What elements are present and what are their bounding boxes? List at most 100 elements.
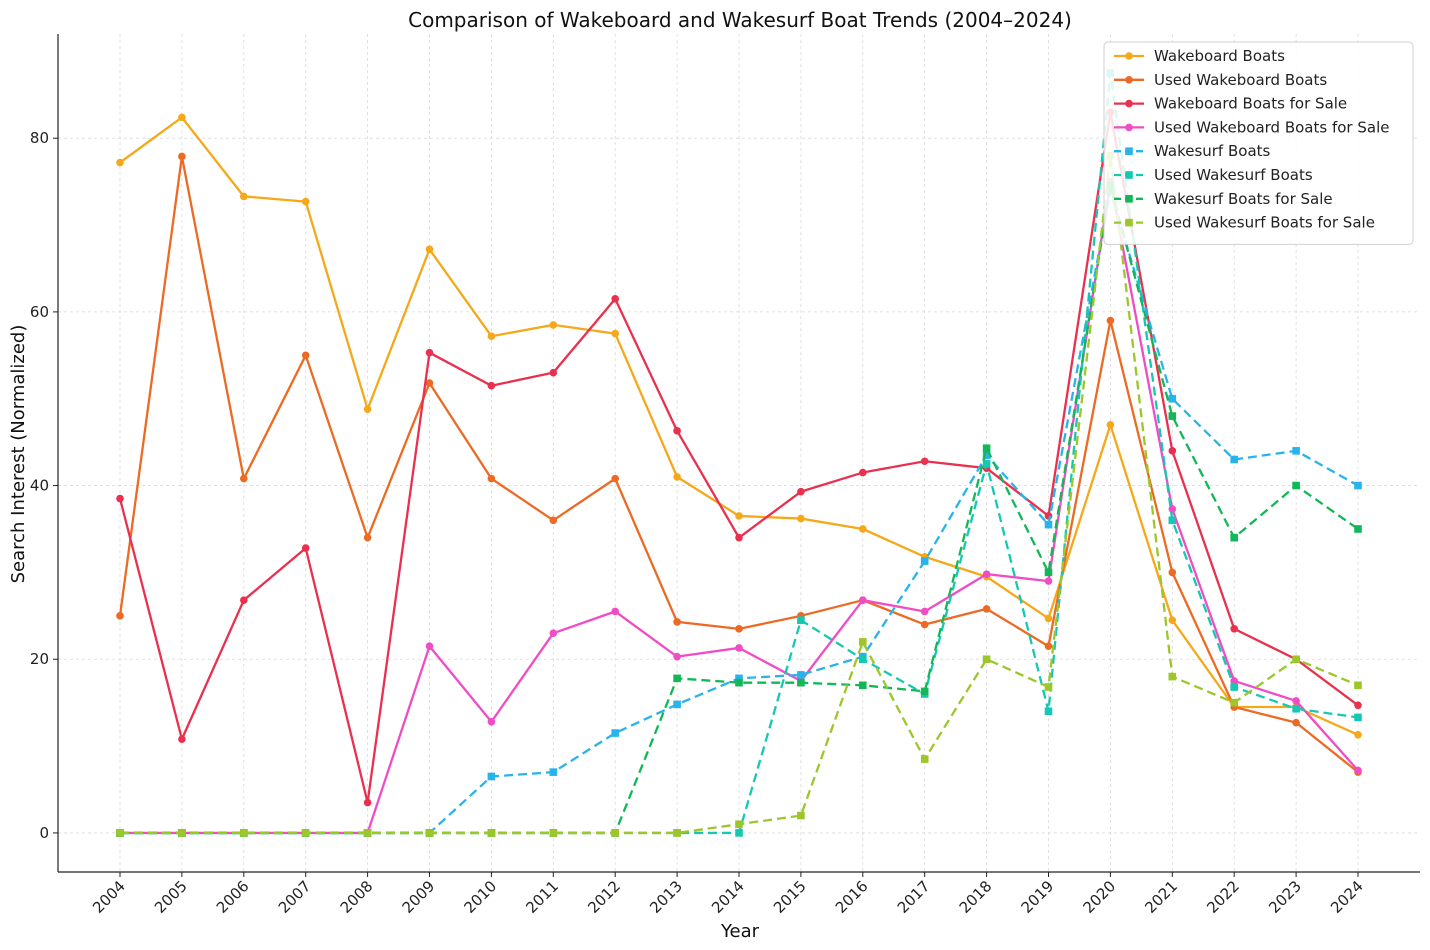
x-axis-title: Year bbox=[720, 921, 760, 942]
data-point bbox=[673, 829, 681, 837]
legend-label: Used Wakeboard Boats for Sale bbox=[1154, 118, 1389, 136]
legend-entry: Used Wakeboard Boats bbox=[1114, 71, 1327, 89]
data-point bbox=[1106, 316, 1115, 325]
data-point bbox=[1354, 713, 1362, 722]
data-point bbox=[425, 348, 434, 357]
data-point bbox=[797, 678, 805, 687]
legend-label: Used Wakesurf Boats for Sale bbox=[1154, 214, 1375, 232]
data-point bbox=[797, 811, 805, 820]
data-point bbox=[735, 625, 743, 633]
legend-label: Wakesurf Boats bbox=[1154, 142, 1271, 160]
legend-box bbox=[1103, 41, 1414, 245]
data-point bbox=[982, 570, 991, 578]
data-point bbox=[425, 642, 434, 651]
data-point bbox=[240, 596, 248, 604]
data-point bbox=[735, 533, 743, 542]
series-line bbox=[120, 184, 1359, 835]
data-point bbox=[1292, 697, 1300, 705]
legend-swatch-marker bbox=[1125, 99, 1133, 108]
data-point bbox=[363, 405, 372, 413]
data-point bbox=[1168, 672, 1177, 681]
legend-entry: Used Wakeboard Boats for Sale bbox=[1114, 118, 1389, 136]
legend: Wakeboard Boats Used Wakeboard Boats Wakeb… bbox=[1103, 41, 1414, 245]
data-point bbox=[735, 674, 743, 683]
data-point bbox=[363, 533, 372, 542]
data-point bbox=[859, 596, 867, 604]
data-point bbox=[611, 829, 619, 837]
data-point bbox=[1354, 701, 1362, 710]
data-point bbox=[425, 829, 434, 837]
legend-entry: Wakeboard Boats bbox=[1114, 47, 1285, 65]
data-point bbox=[1044, 568, 1053, 577]
data-point bbox=[1292, 447, 1300, 455]
data-point bbox=[1292, 655, 1300, 664]
data-point bbox=[301, 829, 310, 837]
data-point bbox=[859, 525, 867, 533]
data-point bbox=[920, 687, 929, 696]
data-point bbox=[178, 735, 186, 743]
data-point bbox=[673, 618, 681, 626]
data-point bbox=[1230, 625, 1238, 633]
data-point bbox=[178, 113, 186, 122]
data-point bbox=[1354, 730, 1362, 739]
data-point bbox=[549, 321, 558, 329]
data-point bbox=[1292, 704, 1300, 713]
data-point bbox=[1354, 681, 1362, 690]
data-point bbox=[1354, 525, 1362, 533]
data-point bbox=[735, 512, 743, 520]
data-point bbox=[920, 607, 929, 616]
data-point bbox=[1230, 698, 1238, 707]
y-tick-label: 60 bbox=[30, 303, 49, 321]
data-point bbox=[797, 487, 805, 496]
data-point bbox=[673, 700, 681, 709]
data-point bbox=[116, 829, 124, 837]
data-point bbox=[1044, 520, 1053, 529]
data-point bbox=[240, 474, 248, 483]
legend-entry: Wakeboard Boats for Sale bbox=[1114, 95, 1347, 113]
data-point bbox=[1230, 683, 1238, 691]
legend-entry: Used Wakesurf Boats bbox=[1114, 166, 1313, 184]
data-point bbox=[920, 557, 929, 565]
data-point bbox=[178, 152, 186, 161]
data-point bbox=[859, 468, 867, 477]
legend-swatch-marker bbox=[1125, 195, 1133, 203]
legend-swatch-marker bbox=[1125, 171, 1133, 179]
data-point bbox=[487, 381, 496, 390]
data-point bbox=[1168, 516, 1177, 525]
data-point bbox=[425, 379, 434, 387]
data-point bbox=[1168, 505, 1177, 513]
data-point bbox=[859, 638, 867, 646]
data-point bbox=[611, 329, 619, 338]
data-point bbox=[982, 451, 991, 459]
y-axis-title: Search Interest (Normalized) bbox=[8, 325, 29, 584]
data-point bbox=[982, 605, 991, 613]
y-tick-label: 40 bbox=[30, 477, 49, 495]
legend-swatch-marker bbox=[1125, 218, 1133, 227]
data-point bbox=[116, 158, 124, 167]
data-point bbox=[549, 768, 558, 776]
data-point bbox=[1044, 614, 1053, 623]
data-point bbox=[1354, 481, 1362, 490]
data-point bbox=[178, 829, 186, 837]
legend-label: Wakesurf Boats for Sale bbox=[1154, 190, 1333, 208]
data-point bbox=[1106, 420, 1115, 429]
data-point bbox=[363, 798, 372, 807]
data-point bbox=[1044, 642, 1053, 651]
data-point bbox=[673, 652, 681, 661]
data-point bbox=[301, 544, 310, 552]
data-point bbox=[1044, 577, 1053, 585]
data-point bbox=[859, 655, 867, 664]
data-point bbox=[240, 829, 248, 837]
data-point bbox=[611, 607, 619, 616]
data-point bbox=[1292, 481, 1300, 490]
data-point bbox=[673, 473, 681, 481]
data-point bbox=[1292, 718, 1300, 727]
data-point bbox=[363, 829, 372, 837]
data-point bbox=[116, 612, 124, 620]
legend-swatch-marker bbox=[1125, 76, 1133, 84]
data-point bbox=[797, 514, 805, 523]
data-point bbox=[487, 829, 496, 837]
legend-label: Wakeboard Boats for Sale bbox=[1154, 95, 1347, 113]
data-point bbox=[611, 474, 619, 483]
